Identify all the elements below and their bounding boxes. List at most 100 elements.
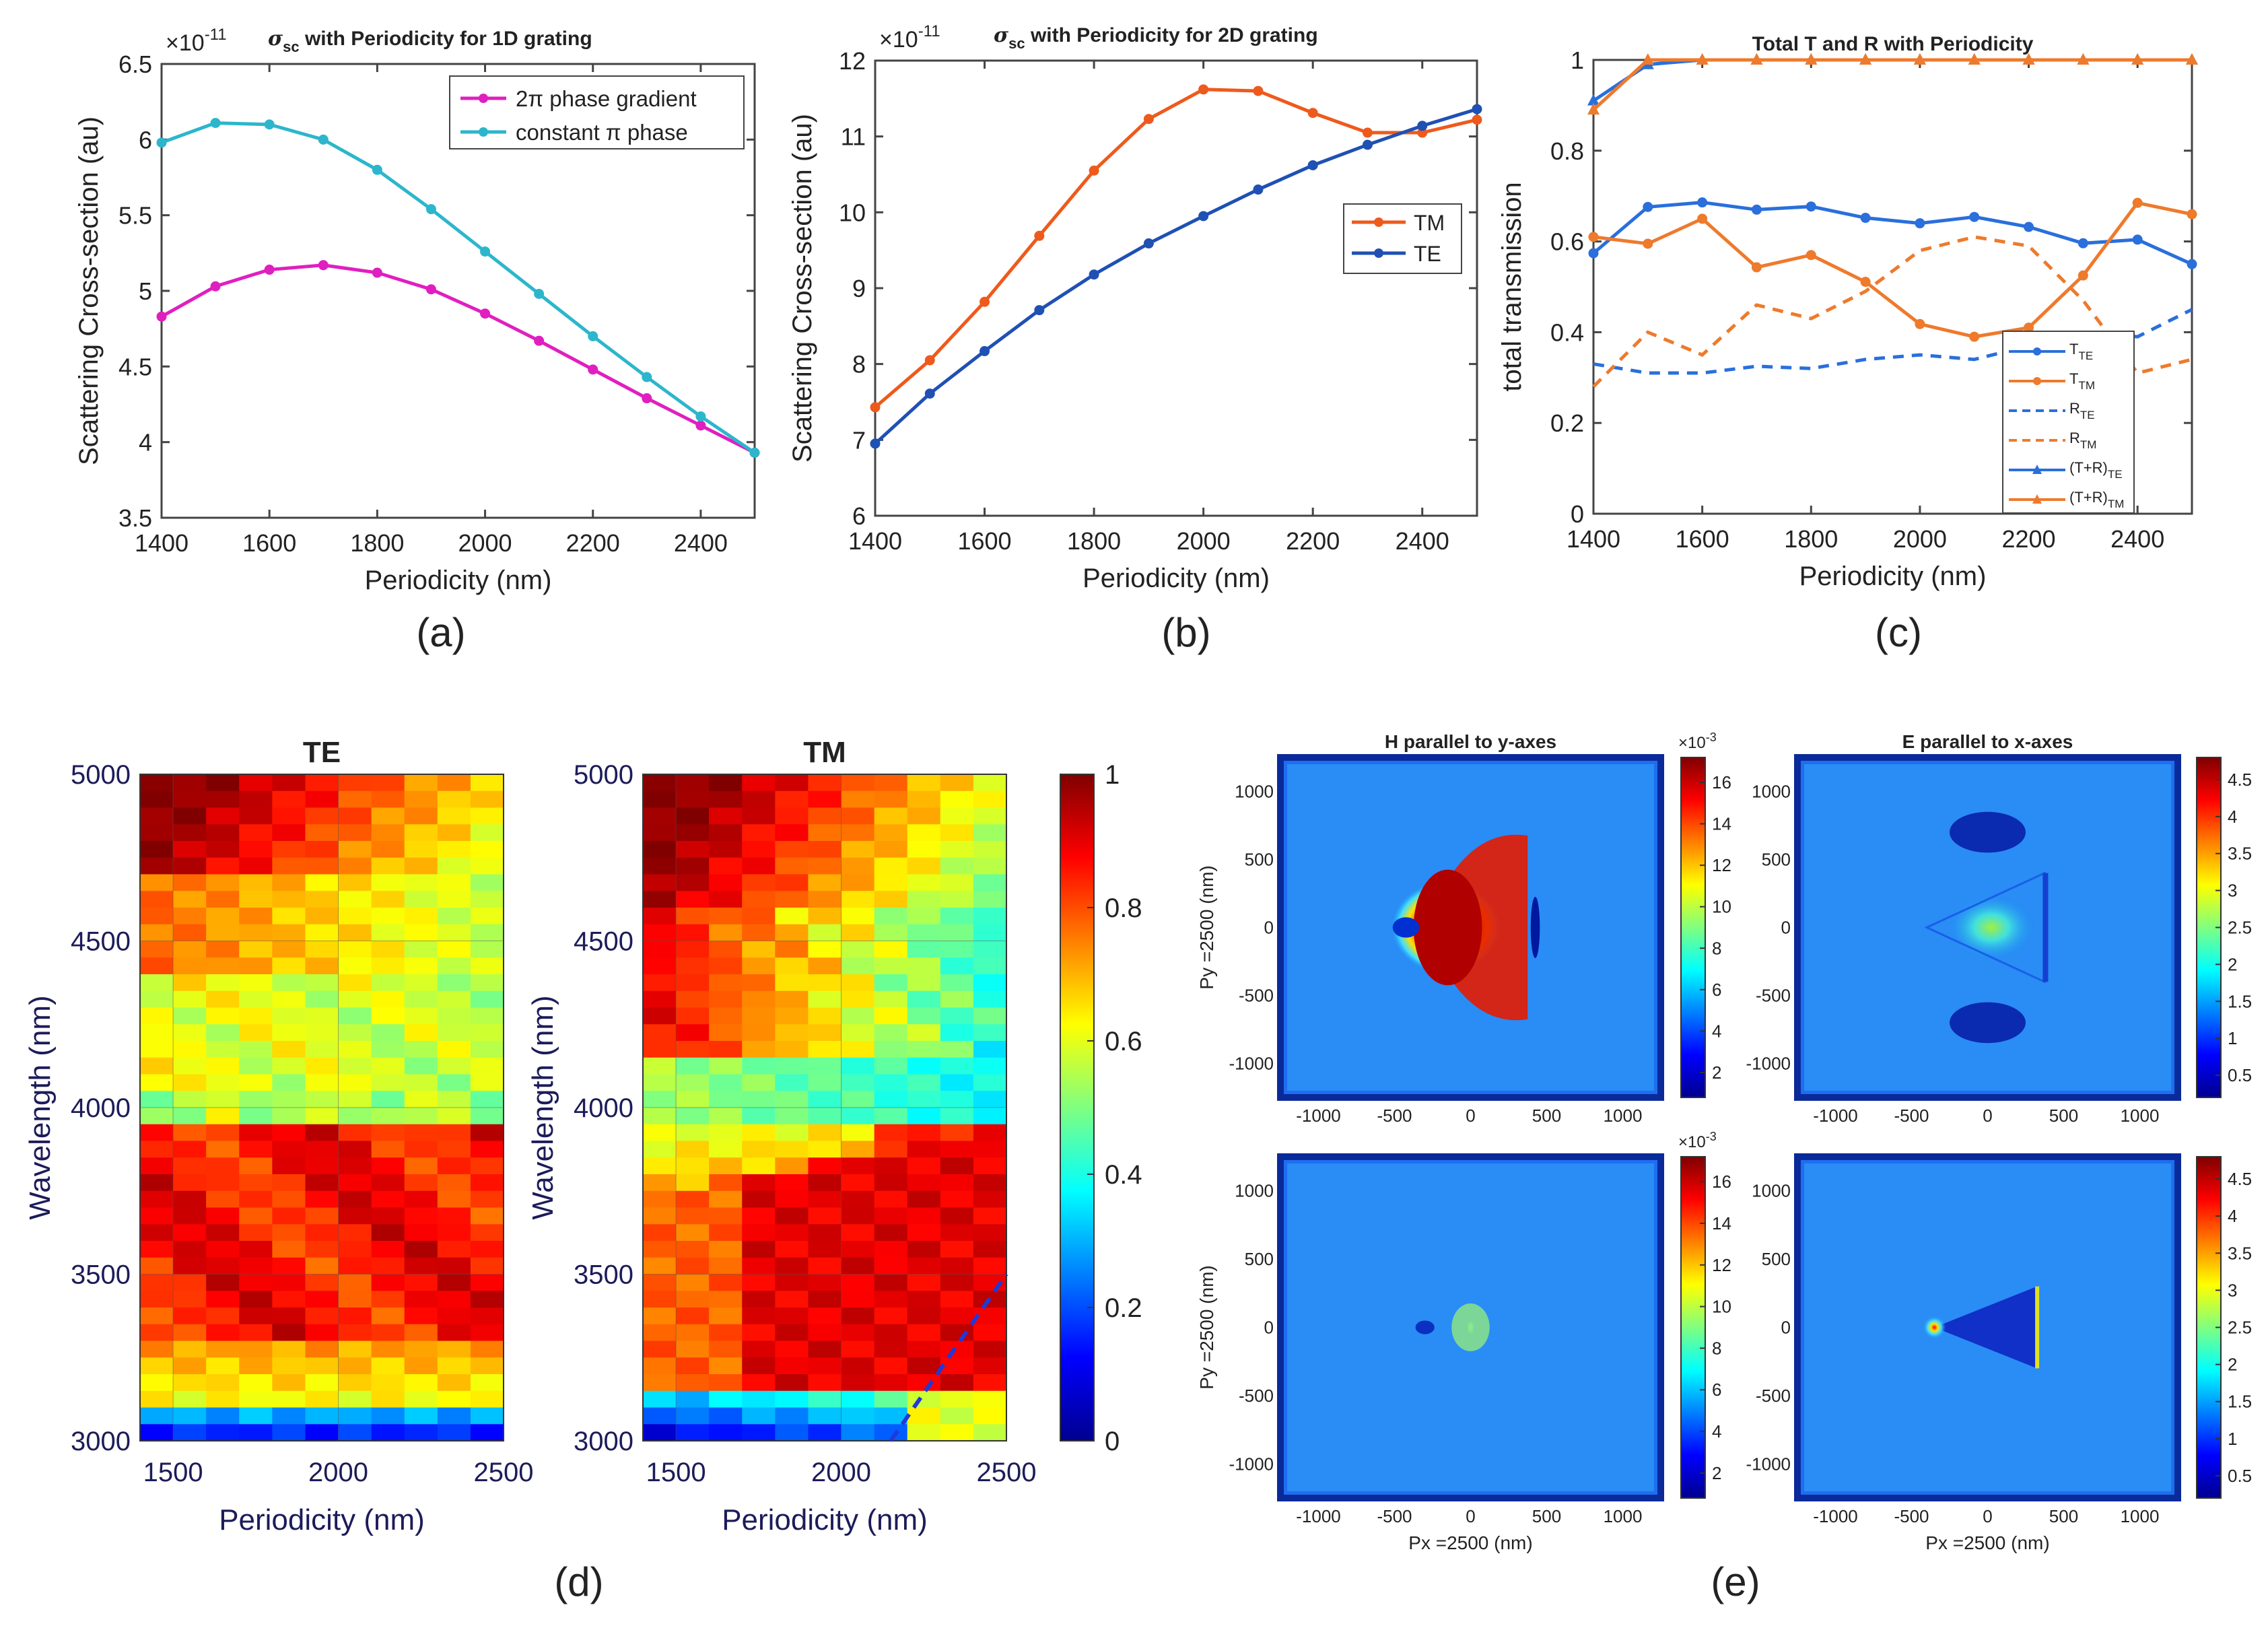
heatmap-cell (874, 1091, 908, 1108)
heatmap-cell (973, 974, 1007, 992)
heatmap-cell (305, 874, 339, 891)
heatmap-cell (140, 824, 174, 842)
heatmap-cell (173, 790, 207, 809)
heatmap-cell (272, 1074, 306, 1091)
x-tick-label: 500 (1532, 1506, 1561, 1526)
heatmap-cell (973, 1224, 1007, 1242)
heatmap-cell (940, 1390, 974, 1409)
colorbar-tick-label: 2 (2228, 954, 2237, 974)
colorbar-exponent-base: ×10 (1678, 1133, 1706, 1151)
y-axis-label: Scattering Cross-section (au) (788, 114, 817, 463)
heatmap-cell (371, 1074, 405, 1091)
heatmap-cell (140, 891, 174, 908)
heatmap-cell (470, 1224, 504, 1242)
heatmap-cell (676, 1291, 710, 1308)
data-point (210, 118, 221, 129)
heatmap-cell (907, 841, 941, 858)
panel-label-d: (d) (554, 1559, 603, 1604)
heatmap-cell (206, 1241, 240, 1258)
heatmap-cell (808, 1091, 842, 1108)
y-tick-label: 1 (1571, 46, 1584, 74)
heatmap-cell (643, 1390, 677, 1409)
series-line (874, 107, 1478, 445)
heatmap-cell (643, 1207, 677, 1225)
heatmap-cell (841, 1057, 875, 1075)
heatmap-cell (371, 1407, 405, 1425)
colorbar-tick-label: 1 (2228, 1429, 2237, 1449)
colorbar-tick-label: 16 (1712, 772, 1731, 792)
heatmap-cell (676, 1074, 710, 1091)
heatmap-cell (808, 1308, 842, 1325)
heatmap-cell (206, 957, 240, 975)
y-tick-label: -500 (1239, 1386, 1274, 1406)
heatmap-cell (140, 1124, 174, 1142)
heatmap-cell (371, 974, 405, 992)
heatmap-cell (239, 857, 273, 875)
heatmap-cell (874, 1257, 908, 1275)
heatmap-cell (140, 841, 174, 858)
heatmap-cell (140, 1024, 174, 1042)
heatmap-cell (973, 1374, 1007, 1392)
heatmap-cell (272, 1291, 306, 1308)
x-tick-label: 2000 (1177, 527, 1231, 555)
heatmap-cell (742, 1124, 776, 1142)
heatmap-cell (437, 1041, 471, 1058)
heatmap-cell (206, 1190, 240, 1209)
heatmap-cell (305, 1024, 339, 1042)
heatmap-cell (437, 1141, 471, 1158)
heatmap-cell (742, 824, 776, 842)
heatmap-cell (709, 1007, 743, 1025)
legend-label: TM (1414, 211, 1445, 235)
heatmap-cell (371, 924, 405, 942)
heatmap-cell (841, 1241, 875, 1258)
heatmap-cell (742, 774, 776, 792)
exponent-label: ×10-11 (166, 26, 227, 56)
legend-label-main: R (2069, 430, 2080, 446)
heatmap-cell (841, 924, 875, 942)
heatmap-cell (470, 841, 504, 858)
heatmap-cell (973, 1041, 1007, 1058)
heatmap-cell (140, 790, 174, 809)
heatmap-cell (841, 1424, 875, 1442)
data-point (1643, 201, 1653, 212)
x-tick-label: 1000 (1604, 1106, 1643, 1126)
heatmap-cell (742, 874, 776, 891)
heatmap-cell (140, 774, 174, 792)
heatmap-cell (173, 841, 207, 858)
data-point (1968, 53, 1981, 65)
heatmap-cell (709, 990, 743, 1009)
heatmap-cell (272, 1424, 306, 1442)
heatmap-cell (239, 824, 273, 842)
data-point (1750, 53, 1763, 65)
y-tick-label: 1000 (1235, 1181, 1274, 1201)
heatmap-cell (470, 1308, 504, 1325)
heatmap-cell (437, 841, 471, 858)
heatmap-cell (206, 857, 240, 875)
heatmap-cell (173, 1257, 207, 1275)
heatmap-cell (775, 1174, 809, 1192)
heatmap-cell (173, 1291, 207, 1308)
data-point (1089, 165, 1099, 176)
heatmap-cell (272, 1141, 306, 1158)
legend-label-sub: TE (2080, 409, 2095, 421)
heatmap-cell (437, 1057, 471, 1075)
heatmap-cell (437, 1291, 471, 1308)
heatmap-cell (676, 941, 710, 958)
heatmap-cell (940, 1308, 974, 1325)
heatmap-cell (676, 1224, 710, 1242)
heatmap-cell (709, 1324, 743, 1342)
y-tick-label: 3000 (71, 1427, 131, 1456)
x-tick-label: 2000 (1893, 525, 1947, 553)
heatmap-cell (338, 1341, 372, 1358)
colorbar-tick-label: 10 (1712, 1297, 1731, 1317)
heatmap-cell (173, 1157, 207, 1175)
data-point (1641, 53, 1654, 65)
triangle-dark (1934, 1286, 2037, 1369)
heatmap-cell (775, 1357, 809, 1375)
heatmap-cell (371, 1274, 405, 1291)
data-point (1860, 277, 1871, 287)
heatmap-cell (404, 1108, 438, 1125)
x-tick-label: 0 (1466, 1106, 1475, 1126)
heatmap-cell (437, 1007, 471, 1025)
data-point (2022, 53, 2035, 65)
